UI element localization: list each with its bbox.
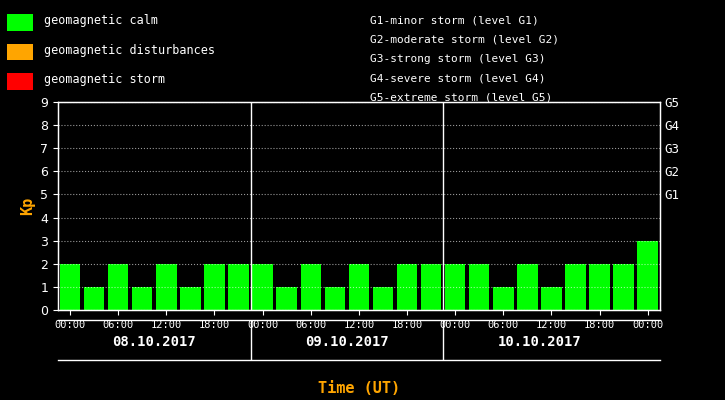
Bar (397, 264, 418, 310)
Bar (7, 44, 33, 60)
Bar (276, 287, 297, 310)
Text: 09.10.2017: 09.10.2017 (305, 335, 389, 349)
Bar (420, 264, 442, 310)
Bar (7, 73, 33, 90)
Bar (7, 14, 33, 31)
Bar (349, 264, 369, 310)
Bar (493, 287, 513, 310)
Bar (108, 264, 128, 310)
Bar (566, 264, 586, 310)
Bar (541, 287, 562, 310)
Bar (228, 264, 249, 310)
Bar (637, 241, 658, 310)
Bar (469, 264, 489, 310)
Bar (517, 264, 538, 310)
Text: 08.10.2017: 08.10.2017 (112, 335, 196, 349)
Bar (252, 264, 273, 310)
Bar (445, 264, 465, 310)
Text: G2-moderate storm (level G2): G2-moderate storm (level G2) (370, 35, 559, 45)
Text: geomagnetic storm: geomagnetic storm (44, 73, 165, 86)
Bar (59, 264, 80, 310)
Text: G1-minor storm (level G1): G1-minor storm (level G1) (370, 15, 539, 25)
Y-axis label: Kp: Kp (20, 197, 35, 215)
Text: G5-extreme storm (level G5): G5-extreme storm (level G5) (370, 93, 552, 103)
Bar (84, 287, 104, 310)
Bar (204, 264, 225, 310)
Bar (325, 287, 345, 310)
Bar (180, 287, 201, 310)
Bar (132, 287, 152, 310)
Text: geomagnetic disturbances: geomagnetic disturbances (44, 44, 215, 57)
Bar (300, 264, 321, 310)
Text: G4-severe storm (level G4): G4-severe storm (level G4) (370, 73, 545, 83)
Text: Time (UT): Time (UT) (318, 381, 400, 396)
Text: geomagnetic calm: geomagnetic calm (44, 14, 157, 27)
Text: 10.10.2017: 10.10.2017 (497, 335, 581, 349)
Text: G3-strong storm (level G3): G3-strong storm (level G3) (370, 54, 545, 64)
Bar (156, 264, 177, 310)
Bar (589, 264, 610, 310)
Bar (613, 264, 634, 310)
Bar (373, 287, 393, 310)
